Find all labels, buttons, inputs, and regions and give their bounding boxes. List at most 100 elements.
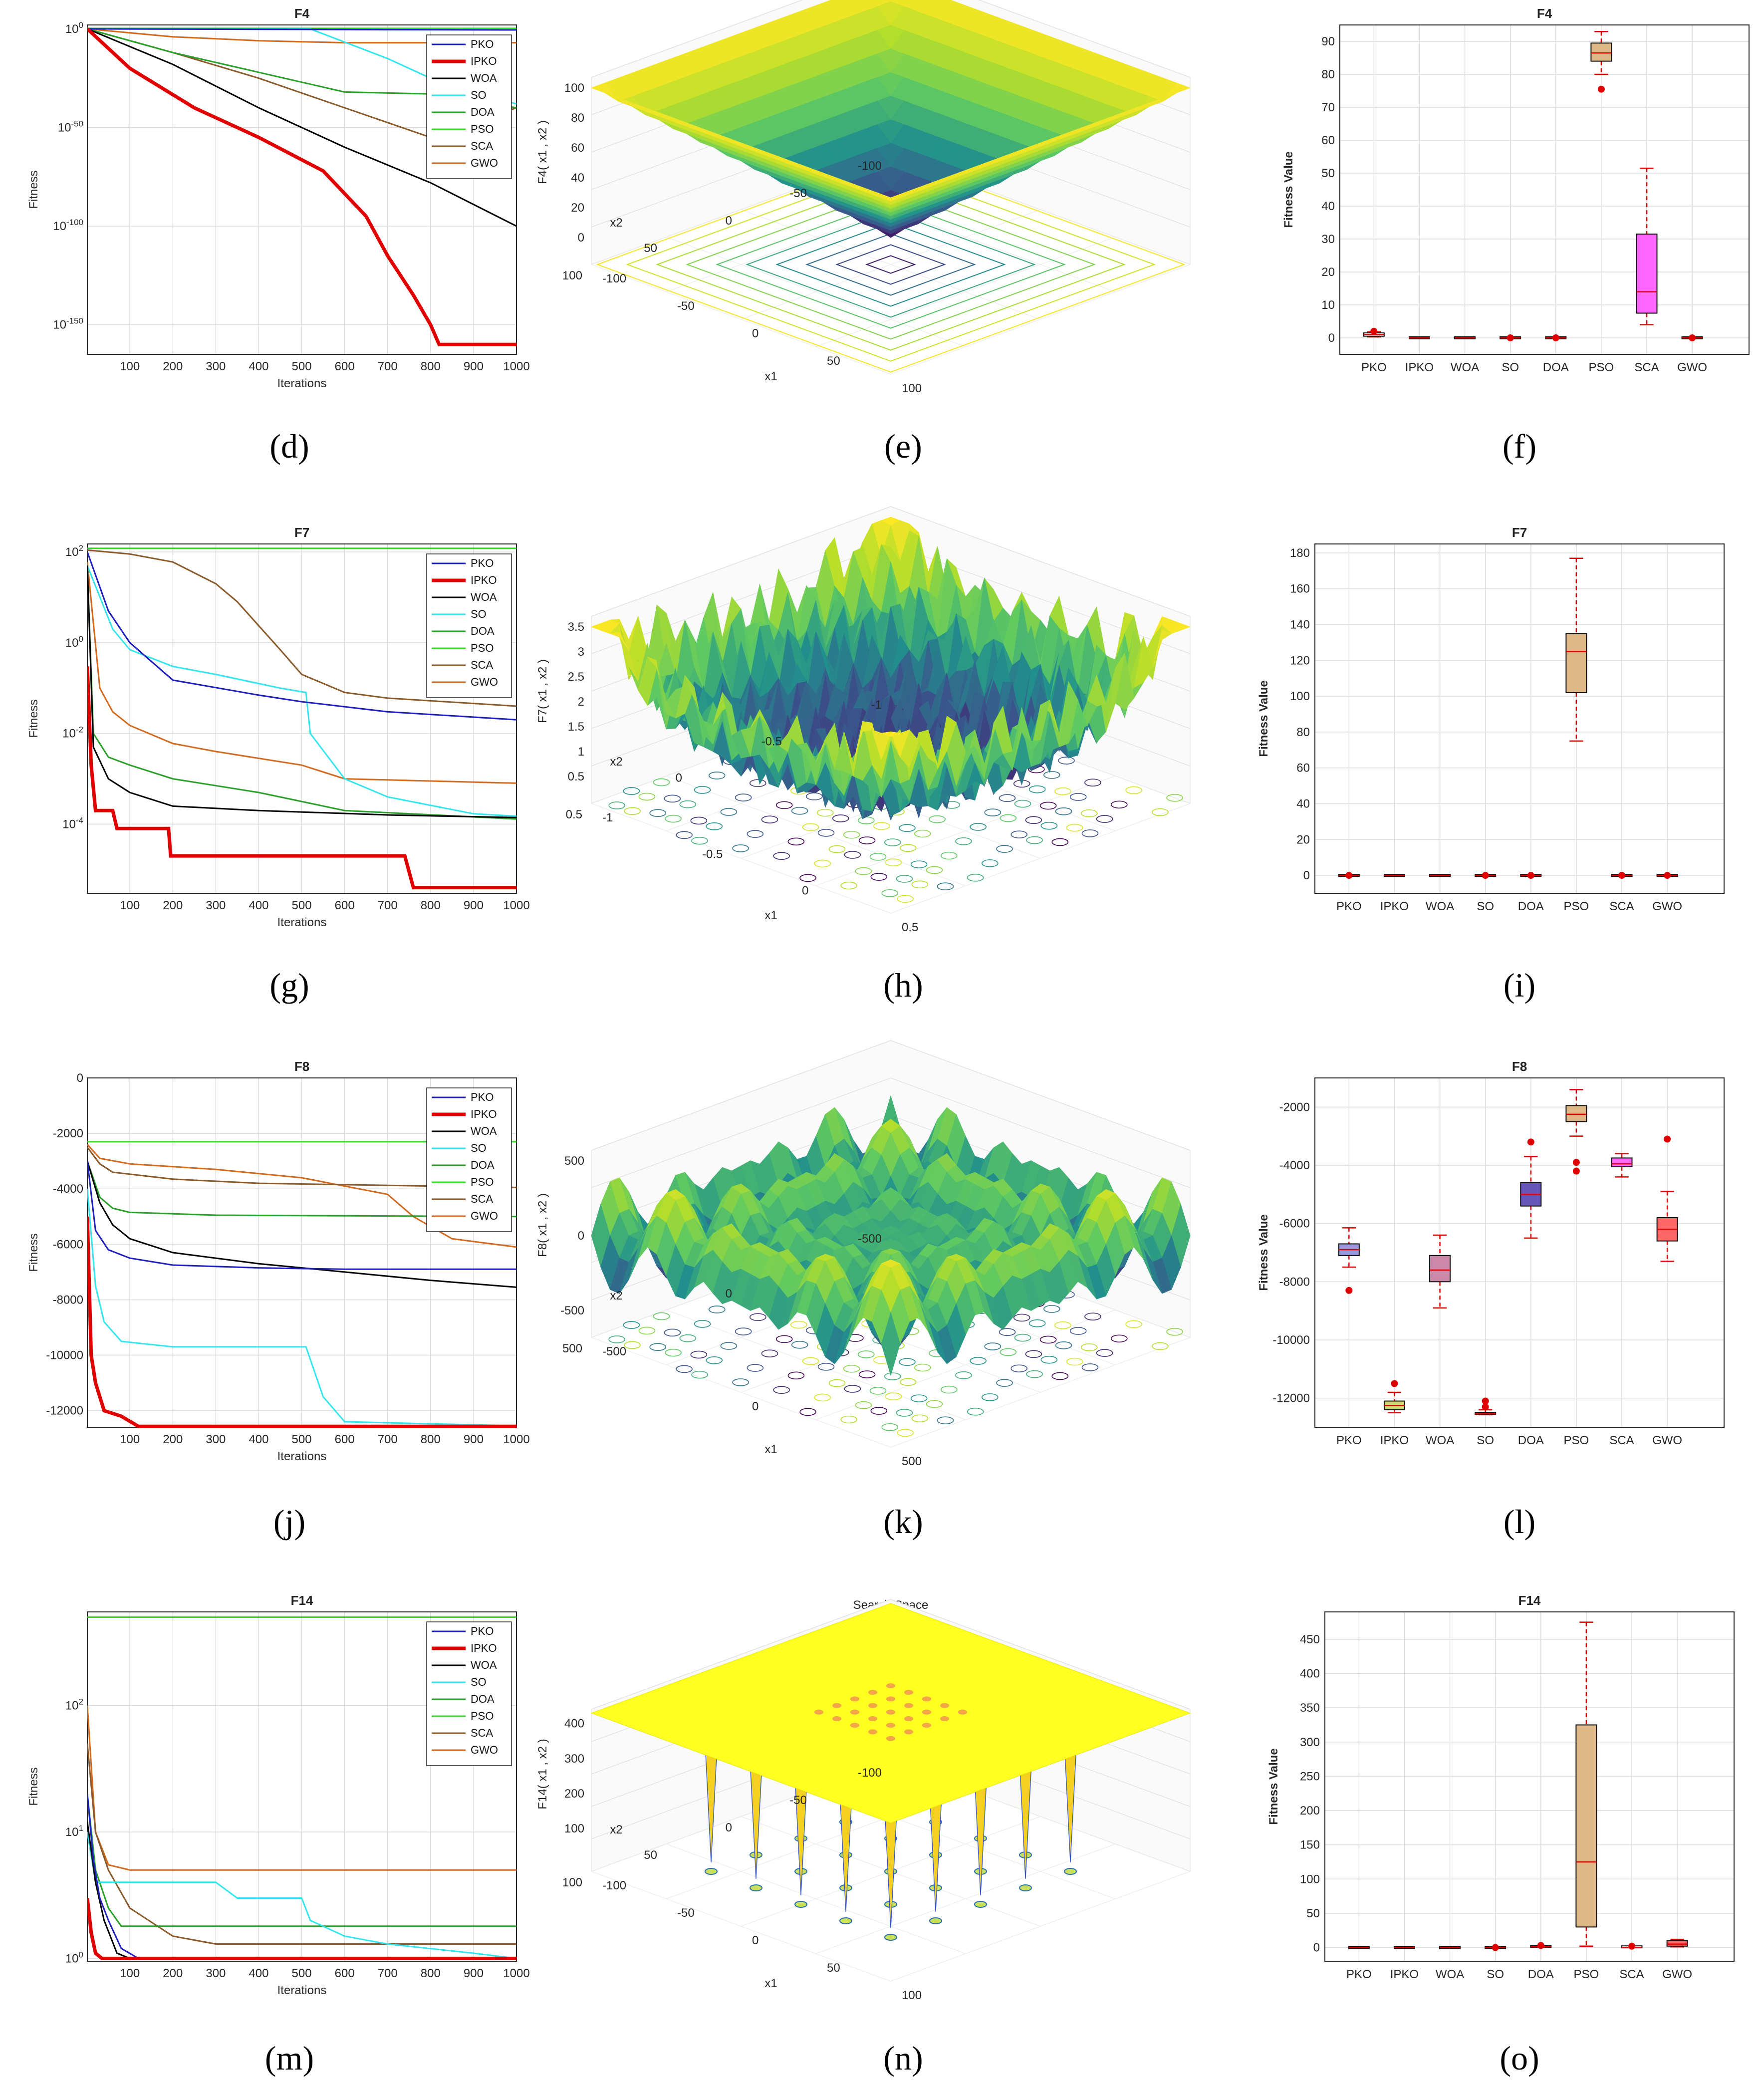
y-tick-label: 102: [65, 1697, 83, 1713]
y-axis-label: Fitness: [27, 699, 40, 738]
contour-well: [884, 1934, 897, 1941]
outlier-point: [1537, 1942, 1544, 1949]
x-tick-label: PSO: [1589, 361, 1614, 374]
z-tick-label: 0.5: [568, 770, 584, 783]
contour-ring: [885, 858, 902, 866]
x2-axis-label: x2: [610, 1823, 622, 1836]
x-tick-label: 1000: [503, 1433, 529, 1446]
z-tick-label: 0: [578, 1229, 584, 1243]
z-tick-label: -500: [560, 1304, 584, 1317]
contour-ring: [735, 793, 752, 801]
chart-g: 100 200 300 400 500 600 700 800 900 1000 102 100 10-…: [20, 524, 530, 948]
contour-ring: [720, 808, 738, 816]
legend-box: [426, 553, 512, 698]
x-tick-label: 300: [206, 1433, 226, 1446]
x1-tick-label: -50: [677, 1906, 695, 1920]
x-tick-label: IPKO: [1380, 900, 1409, 913]
contour-ring: [999, 794, 1016, 802]
x1-axis-label: x1: [764, 1443, 777, 1456]
contour-ring: [1051, 838, 1069, 846]
floor-gridline: [591, 264, 891, 375]
contour-ring: [1096, 815, 1113, 823]
y-tick-label: 40: [1296, 797, 1310, 811]
contour-ring: [624, 807, 641, 815]
surface-facet: [877, 192, 905, 202]
plateau-well: [868, 1703, 877, 1708]
x2-tick-label: 0: [726, 1287, 732, 1301]
contour-ring: [805, 233, 976, 296]
x-tick-label: 500: [292, 899, 312, 912]
contour-ring: [881, 889, 899, 897]
y-tick-label: 300: [1300, 1736, 1320, 1749]
contour-ring: [664, 794, 681, 803]
z-tick-label: 100: [564, 1822, 584, 1835]
z-tick-label: 3.5: [568, 620, 584, 634]
x2-tick-label: 500: [562, 1342, 582, 1355]
x2-tick-label: -0.5: [761, 735, 782, 748]
y-tick-label: -12000: [46, 1404, 83, 1418]
z-tick-label: 0: [578, 231, 584, 245]
x1-tick-label: 0: [752, 1934, 758, 1947]
wall-gridline: [591, 506, 1191, 617]
caption-e: (e): [884, 427, 922, 465]
y-tick-label: -6000: [1279, 1217, 1310, 1231]
plot-frame: [1314, 1077, 1725, 1428]
x-tick-label: 100: [120, 1967, 140, 1980]
legend-label-woa: WOA: [471, 72, 497, 84]
y-tick-label: 80: [1321, 68, 1335, 81]
x-tick-label: SO: [1487, 1968, 1504, 1981]
chart-title: F14: [1518, 1593, 1541, 1608]
contour-ring: [761, 815, 778, 824]
caption-d: (d): [269, 427, 309, 465]
x2-tick-label: 50: [644, 1848, 657, 1862]
contour-ring: [937, 1416, 954, 1425]
x1-tick-label: 100: [902, 382, 922, 395]
contour-ring: [910, 860, 928, 868]
x-tick-label: 700: [378, 899, 398, 912]
contour-ring: [608, 1335, 625, 1343]
z-tick-label: 1: [578, 745, 584, 759]
contour-well: [705, 1868, 718, 1875]
y-tick-label: 0: [1303, 869, 1310, 882]
contour-ring: [1125, 786, 1142, 794]
contour-ring: [1055, 807, 1072, 815]
contour-ring: [858, 816, 875, 824]
x-tick-label: DOA: [1528, 1968, 1554, 1981]
contour-ring: [884, 838, 901, 846]
legend-label-woa: WOA: [471, 1125, 497, 1137]
outlier-point: [1482, 1397, 1489, 1405]
plateau-well: [922, 1723, 931, 1728]
legend-label-pso: PSO: [471, 642, 494, 654]
x-tick-label: 900: [464, 1433, 484, 1446]
outlier-point: [1492, 1944, 1499, 1951]
plot-area: [1315, 544, 1724, 893]
y-tick-label: -12000: [1272, 1392, 1310, 1405]
x-tick-label: PSO: [1564, 1434, 1589, 1447]
x2-tick-label: 50: [644, 242, 657, 255]
legend-label-sca: SCA: [471, 659, 494, 671]
contour-ring: [691, 1370, 708, 1379]
x-tick-label: GWO: [1652, 900, 1682, 913]
y-tick-label: 100: [65, 20, 83, 36]
floor-gridline: [890, 803, 1191, 914]
contour-ring: [799, 874, 816, 882]
chart-i: 0 20 40 60 80 100 120 140 160 180 PKO IPKO WOA SO DOA P…: [1228, 524, 1757, 948]
contour-ring: [835, 244, 946, 285]
contour-ring: [955, 837, 972, 845]
y-tick-label: 180: [1290, 546, 1310, 560]
plateau-well: [904, 1729, 913, 1735]
contour-ring: [791, 1340, 808, 1349]
chart-n: Search Space100200300400-100-50050100-10…: [536, 1592, 1191, 2016]
legend-label-gwo: GWO: [471, 157, 498, 169]
contour-ring: [870, 1407, 888, 1415]
contour-ring: [802, 823, 819, 831]
contour-ring: [791, 806, 808, 815]
x-tick-label: 700: [378, 1967, 398, 1980]
y-tick-label: 250: [1300, 1770, 1320, 1783]
x-tick-label: 200: [163, 360, 183, 373]
series-line-ipko: [87, 27, 516, 346]
x-tick-label: 600: [335, 1967, 355, 1980]
y-tick-label: -4000: [1279, 1159, 1310, 1172]
y-tick-label: 10: [1321, 298, 1335, 312]
box-pso: [1590, 42, 1612, 62]
